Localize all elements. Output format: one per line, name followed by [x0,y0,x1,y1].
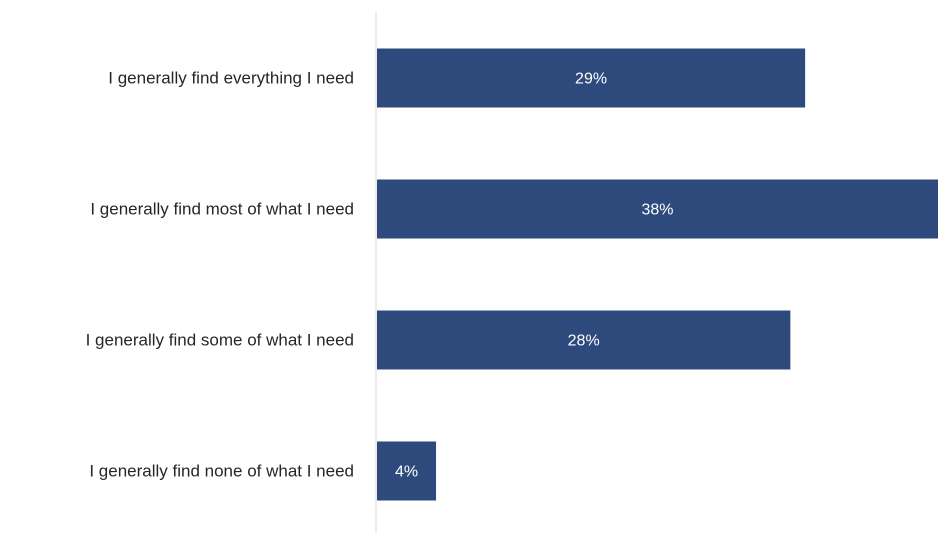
category-labels-group: I generally find everything I need I gene… [86,69,354,481]
bar-value-label: 28% [568,333,600,350]
bar [377,179,938,239]
category-label: I generally find none of what I need [89,462,354,481]
bar-value-label: 29% [575,71,607,88]
category-label: I generally find everything I need [108,69,354,88]
category-label: I generally find some of what I need [86,331,354,350]
bars-group [377,48,938,501]
bar [377,441,437,501]
bar [377,48,806,108]
bar-value-label: 38% [641,202,673,219]
bar [377,310,791,370]
category-label: I generally find most of what I need [90,200,354,219]
bar-value-label: 4% [395,464,418,481]
value-labels-group: 29% 38% 28% 4% [395,71,674,481]
